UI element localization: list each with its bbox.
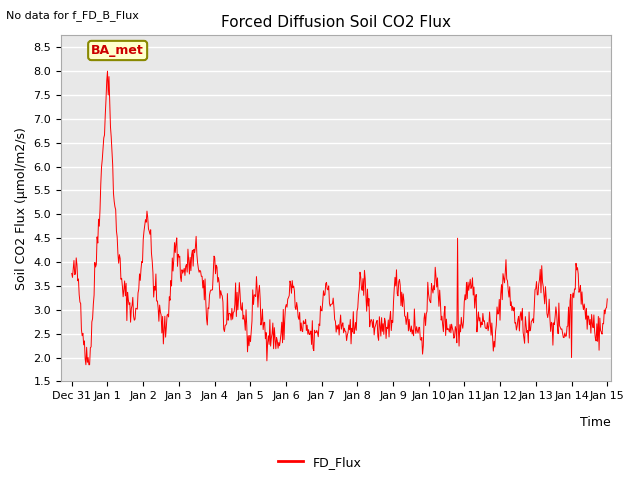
Legend: FD_Flux: FD_Flux <box>273 451 367 474</box>
Text: BA_met: BA_met <box>92 44 144 57</box>
Title: Forced Diffusion Soil CO2 Flux: Forced Diffusion Soil CO2 Flux <box>221 15 451 30</box>
Y-axis label: Soil CO2 Flux (μmol/m2/s): Soil CO2 Flux (μmol/m2/s) <box>15 127 28 290</box>
Text: No data for f_FD_B_Flux: No data for f_FD_B_Flux <box>6 10 140 21</box>
Text: Time: Time <box>580 416 611 429</box>
